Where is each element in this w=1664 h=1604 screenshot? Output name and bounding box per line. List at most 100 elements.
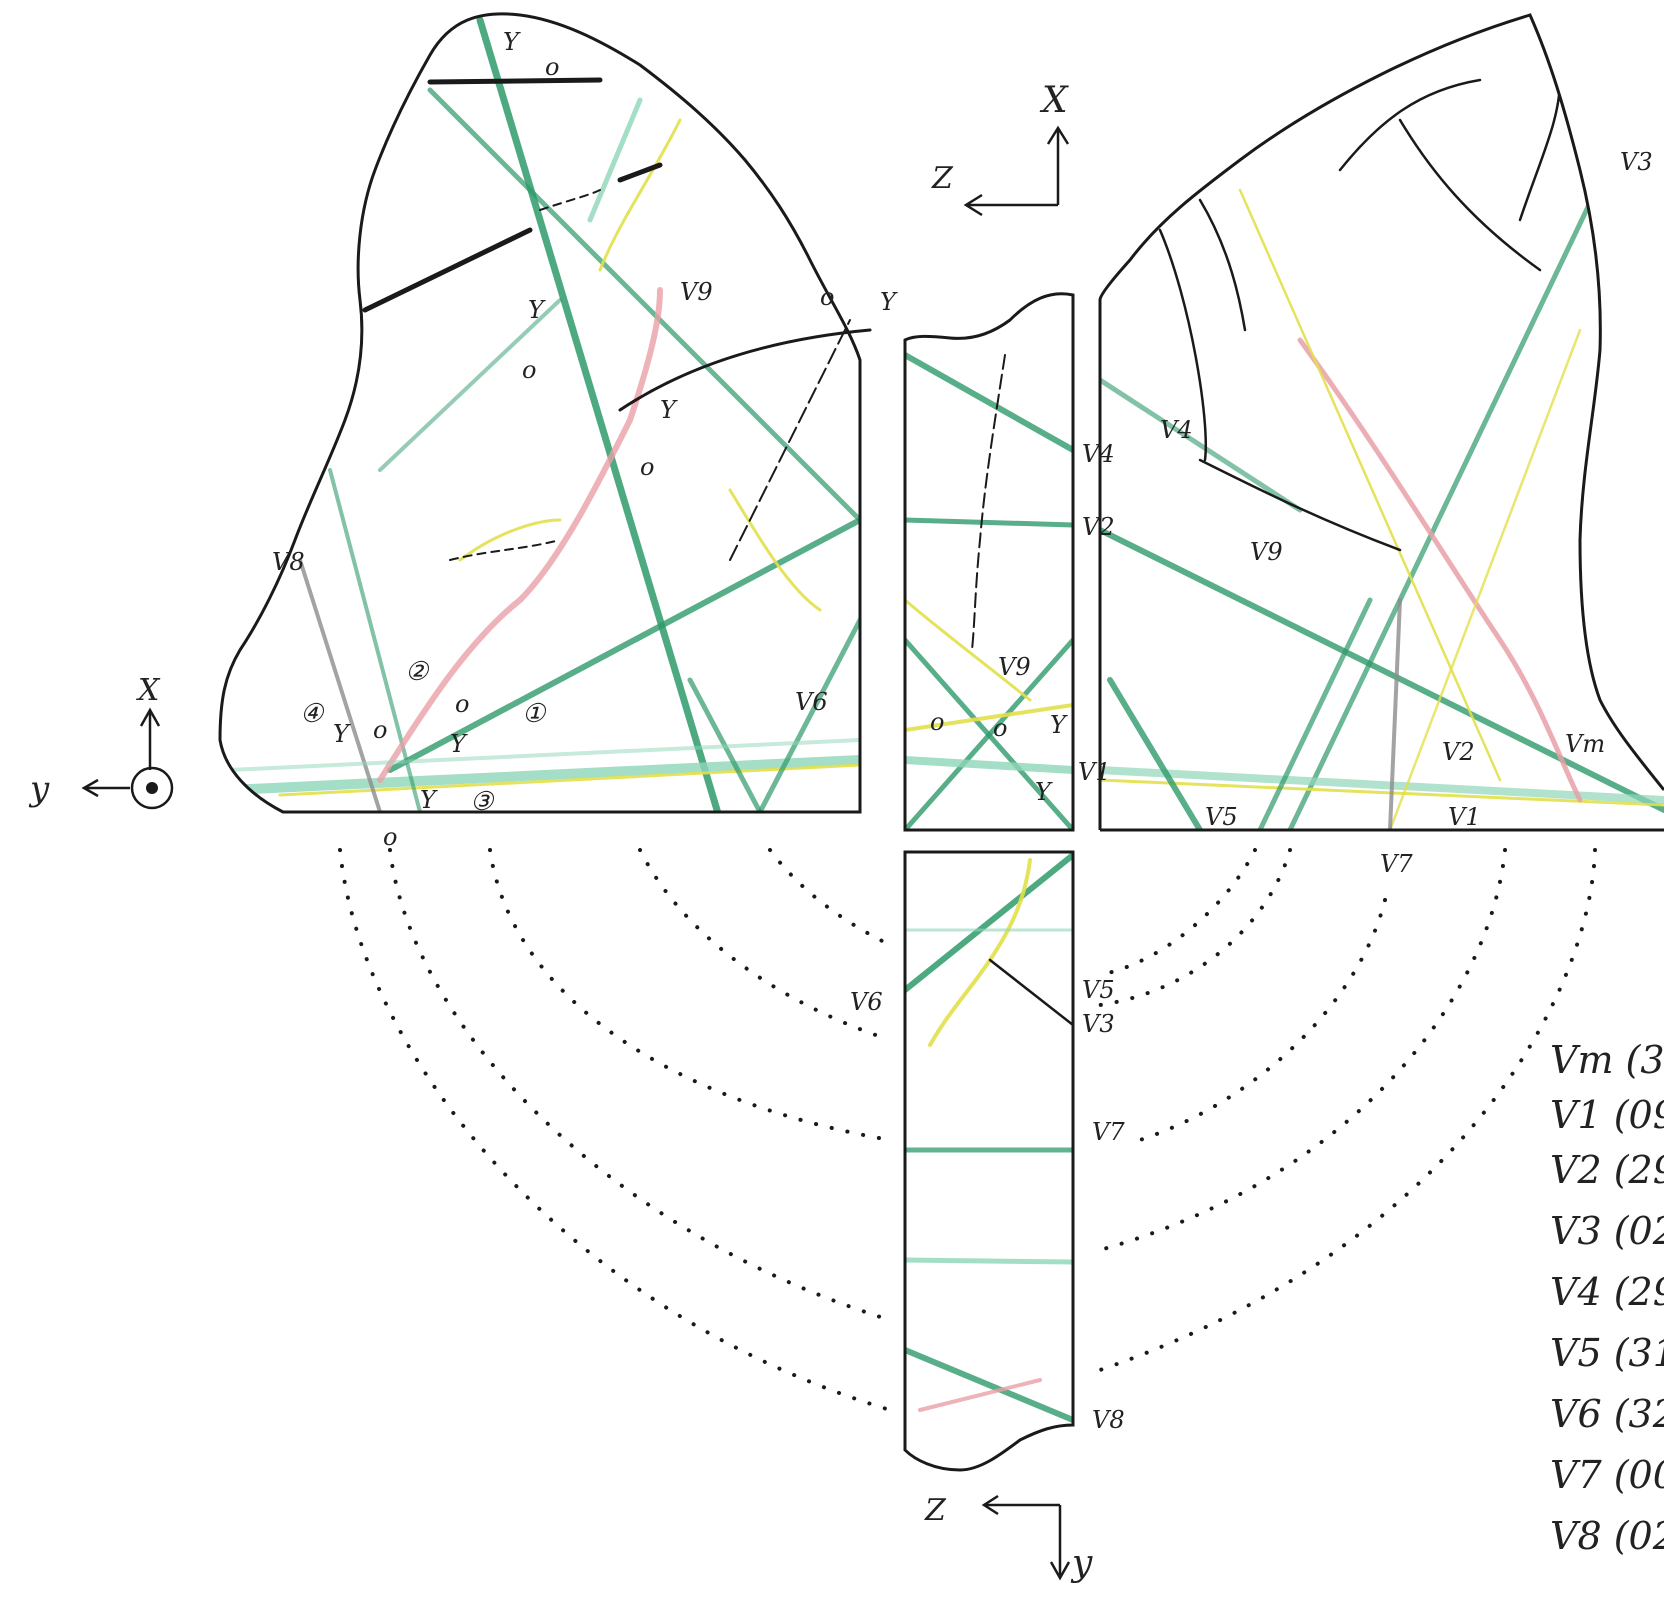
label-o: o — [545, 53, 559, 81]
axis-left-out-of-page-circle — [130, 766, 174, 810]
correspondence-arcs — [338, 848, 1597, 1412]
axis-left-x-label: X — [136, 673, 161, 708]
vein-yellow-c — [458, 518, 562, 562]
label-o: o — [930, 708, 944, 736]
vein-v1-yellow-right — [1100, 778, 1664, 807]
label-vein: V3 — [1082, 1010, 1115, 1038]
legend-entry: V4 (290- — [1550, 1270, 1664, 1314]
label-y: Y — [503, 28, 521, 56]
axis-bottom-y-arrow — [1049, 1561, 1071, 1581]
right-face-labels: V3 V4 V9 V2 Vm V5 V1 V7 — [1160, 148, 1653, 878]
left-face-labels: Y o V9 Y o o Y o o Y V8 ② ④ Y o o Y ① V6… — [272, 28, 898, 851]
label-vein: V8 — [1092, 1406, 1125, 1434]
label-vein: V1 — [1078, 758, 1111, 786]
vein-diagonal-a — [427, 87, 860, 523]
legend-entry: V2 (290- — [1550, 1148, 1664, 1192]
axis-bottom-z-arrow — [981, 1494, 999, 1516]
arc-v3 — [1098, 848, 1292, 1007]
axis-left-y-label: y — [28, 769, 50, 809]
label-o: o — [820, 283, 834, 311]
axis-left-out-of-page-dot — [146, 782, 158, 794]
label-y: Y — [660, 396, 678, 424]
legend-entry: V5 (315- — [1550, 1331, 1664, 1375]
label-y: Y — [528, 296, 546, 324]
bottom-face-outline — [903, 850, 1075, 1472]
label-o: o — [383, 823, 397, 851]
vein-f — [587, 97, 643, 223]
left-face-outline — [218, 12, 862, 814]
vein-v1-yellow — [278, 763, 860, 797]
vein-yellow-mid — [905, 703, 1073, 732]
right-face-veins — [1100, 78, 1664, 830]
arc-v7 — [488, 848, 892, 1142]
label-circled-number: ② — [405, 657, 430, 687]
label-y: Y — [450, 730, 468, 758]
label-vein: V7 — [1380, 850, 1413, 878]
axis-top-z-arrow — [963, 193, 983, 217]
label-circled-number: ① — [522, 699, 547, 729]
arc-v7-right — [1138, 898, 1387, 1142]
middle-face-labels: V4 V2 V9 o o Y V1 Y — [930, 440, 1115, 806]
fracture-l7 — [449, 539, 561, 561]
vein-v2-right — [1100, 527, 1664, 813]
vein-v6-main — [476, 16, 724, 812]
arc-a — [388, 848, 892, 1322]
fracture-right-e — [1518, 78, 1562, 222]
axis-top — [963, 125, 1070, 217]
label-vein: V9 — [680, 278, 713, 306]
label-vein: V2 — [1442, 738, 1475, 766]
fracture-right-a — [1198, 198, 1247, 332]
label-o: o — [993, 714, 1007, 742]
arc-b — [638, 848, 892, 1042]
label-y: Y — [880, 288, 898, 316]
axis-bottom-y-label: y — [1070, 1543, 1093, 1584]
fracture-l6 — [539, 189, 601, 211]
orientation-legend: Vm (328- V1 (096- V2 (290- V3 (023- V4 (… — [1550, 1038, 1664, 1558]
axis-top-x-label: X — [1039, 80, 1069, 121]
legend-entry: V7 (004- — [1550, 1453, 1664, 1497]
axis-bottom — [981, 1494, 1071, 1581]
vein-pink-bottom — [918, 1378, 1042, 1412]
vein-v5-right — [1107, 677, 1203, 830]
label-o: o — [522, 356, 536, 384]
label-vein: V4 — [1160, 416, 1193, 444]
arc-v1 — [1098, 848, 1507, 1252]
label-vein: V1 — [1448, 803, 1481, 831]
axis-left-y-arrow — [81, 778, 99, 798]
label-vein: V3 — [1620, 148, 1653, 176]
vein-v6-bottom — [905, 852, 1073, 993]
vein-yellow-right-b — [1388, 328, 1582, 830]
label-o: o — [640, 453, 654, 481]
arc-v8 — [338, 848, 892, 1412]
vein-b — [328, 468, 422, 812]
vein-right-a — [1257, 597, 1373, 830]
vein-v9-mid — [905, 598, 1032, 702]
vein-1 — [387, 517, 860, 773]
label-vein: V8 — [272, 548, 305, 576]
middle-face-outline — [903, 292, 1075, 832]
middle-face-veins — [905, 352, 1073, 830]
vein-v4-mid — [905, 352, 1073, 453]
vein-v4-right — [1100, 377, 1303, 513]
bottom-face-veins — [905, 852, 1073, 1423]
label-y: Y — [420, 786, 438, 814]
vein-v2-mid — [905, 517, 1073, 528]
axis-left — [81, 707, 174, 810]
label-vein: V9 — [998, 653, 1031, 681]
fracture-l3 — [617, 162, 663, 183]
arc-v6 — [768, 848, 892, 947]
label-circled-number: ③ — [470, 787, 495, 817]
legend-entry: V6 (327- — [1550, 1392, 1664, 1436]
vein-yellow-b — [728, 488, 822, 612]
fracture-right-f — [1198, 458, 1402, 552]
axis-top-x-arrow — [1046, 125, 1070, 145]
vein-bottom-b — [905, 1257, 1073, 1265]
label-vein: V7 — [1092, 1118, 1125, 1146]
bottom-face-labels: V6 V5 V3 V7 V8 — [850, 976, 1125, 1434]
fracture-l1 — [427, 77, 603, 85]
trace-dashed-mid — [971, 354, 1006, 651]
right-face-outline — [1098, 13, 1664, 832]
legend-entry: V3 (023- — [1550, 1209, 1664, 1253]
